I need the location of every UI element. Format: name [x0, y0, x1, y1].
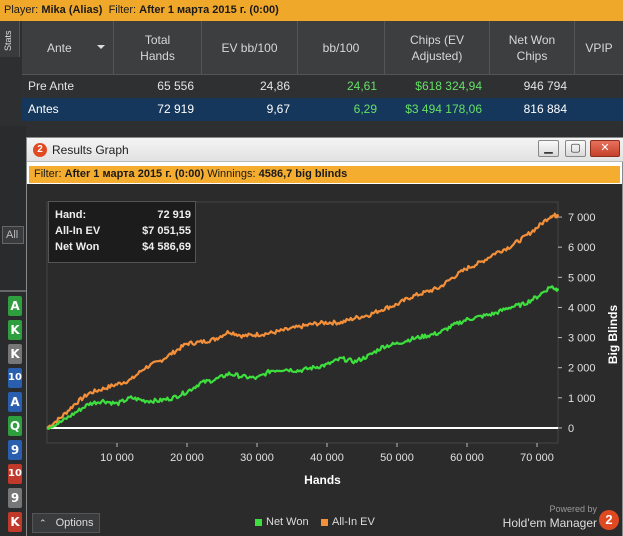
x-tick-label: 70 000 — [520, 452, 554, 464]
y-tick-label: 7 000 — [568, 212, 596, 224]
chevron-up-icon: ⌃ — [39, 518, 47, 528]
card-1: K — [8, 320, 22, 340]
player-label: Player: — [4, 4, 39, 16]
y-tick-label: 3 000 — [568, 333, 596, 345]
column-header-bb100[interactable]: bb/100 — [298, 21, 385, 74]
chevron-down-icon[interactable] — [97, 45, 105, 49]
series-end-point — [555, 288, 559, 292]
column-header-total-hands[interactable]: Total Hands — [114, 21, 202, 74]
net-won-value: $4 586,69 — [142, 241, 191, 253]
stats-tab-label: Stats — [3, 30, 13, 51]
x-tick-label: 40 000 — [310, 452, 344, 464]
options-label: Options — [55, 517, 94, 529]
brand-logo-icon: 2 — [599, 510, 619, 530]
table-cell: $3 494 178,06 — [405, 102, 482, 116]
legend-item-net-won[interactable]: Net Won — [255, 516, 309, 528]
y-tick-label: 0 — [568, 423, 574, 435]
card-3: 10 — [8, 368, 22, 388]
window-titlebar[interactable]: 2 Results Graph ▁ ▢ ✕ — [27, 138, 623, 162]
allin-ev-value: $7 051,55 — [142, 225, 191, 237]
info-box: Hand: 72 919 All-In EV $7 051,55 Net Won… — [48, 201, 196, 263]
card-9: K — [8, 512, 22, 532]
all-filter-box[interactable]: All — [2, 226, 24, 244]
table-cell: 946 794 — [523, 79, 567, 93]
net-won-label: Net Won — [55, 241, 100, 253]
stats-table: Ante Total Hands EV bb/100 bb/100 Chips … — [22, 21, 623, 121]
table-cell: 9,67 — [266, 102, 290, 116]
card-4: A — [8, 392, 22, 412]
column-header-ev-bb100[interactable]: EV bb/100 — [202, 21, 298, 74]
legend-item-all-in-ev[interactable]: All-In EV — [321, 516, 375, 528]
table-cell: 72 919 — [157, 102, 194, 116]
legend-swatch-all-in-ev — [321, 518, 328, 526]
table-cell: 24,86 — [259, 79, 290, 93]
filter-value[interactable]: After 1 марта 2015 г. (0:00) — [139, 4, 279, 16]
card-6: 9 — [8, 440, 22, 460]
results-chart: 0 1 000 2 000 3 000 4 000 5 000 6 000 7 000 10 0… — [46, 201, 620, 487]
divider — [0, 290, 26, 292]
results-graph-window: 2 Results Graph ▁ ▢ ✕ Filter: After 1 ма… — [26, 137, 623, 536]
x-tick-label: 20 000 — [170, 452, 204, 464]
series-line-all-in-ev — [46, 212, 559, 429]
minimize-button[interactable]: ▁ — [538, 140, 559, 157]
column-header-vpip[interactable]: VPIP — [585, 40, 613, 55]
maximize-button[interactable]: ▢ — [565, 140, 586, 157]
y-tick-label: 2 000 — [568, 363, 596, 375]
stats-table-header: Ante Total Hands EV bb/100 bb/100 Chips … — [22, 21, 623, 75]
y-tick-label: 5 000 — [568, 272, 596, 284]
window-filter-value[interactable]: After 1 марта 2015 г. (0:00) — [64, 168, 205, 180]
x-tick-label: 10 000 — [100, 452, 134, 464]
card-2: K — [8, 344, 22, 364]
winnings-value: 4586,7 big blinds — [258, 168, 348, 180]
window-title: Results Graph — [52, 143, 129, 157]
x-tick-label: 60 000 — [450, 452, 484, 464]
table-row-selected[interactable]: Antes 72 919 9,67 6,29 $3 494 178,06 816… — [22, 98, 623, 121]
x-tick-label: 50 000 — [380, 452, 414, 464]
table-cell: 816 884 — [523, 102, 567, 116]
y-axis-label: Big Blinds — [606, 305, 620, 365]
hand-value: 72 919 — [157, 209, 191, 221]
player-value[interactable]: Mika (Alias) — [41, 4, 103, 16]
column-header-chips-ev[interactable]: Chips (EV Adjusted) — [385, 21, 490, 74]
window-footer: ⌃ Options Net Won All-In EV Powered by H… — [27, 504, 622, 536]
filter-label: Filter: — [108, 4, 137, 16]
card-0: A — [8, 296, 22, 316]
table-cell: Antes — [28, 102, 59, 116]
column-header-ante[interactable]: Ante — [22, 21, 114, 74]
series-end-point — [555, 214, 559, 218]
y-tick-label: 6 000 — [568, 242, 596, 254]
x-axis-label: Hands — [304, 473, 341, 487]
table-cell: Pre Ante — [28, 79, 75, 93]
y-tick-label: 4 000 — [568, 302, 596, 314]
x-tick-label: 30 000 — [240, 452, 274, 464]
window-filter-bar: Filter: After 1 марта 2015 г. (0:00) Win… — [29, 166, 620, 183]
allin-ev-label: All-In EV — [55, 225, 101, 237]
table-cell: 65 556 — [157, 79, 194, 93]
powered-by-label: Powered by — [549, 504, 597, 514]
stats-side-tab[interactable]: Stats — [0, 21, 20, 57]
card-8: 9 — [8, 488, 22, 508]
series-line-net-won — [46, 285, 559, 430]
table-row[interactable]: Pre Ante 65 556 24,86 24,61 $618 324,94 … — [22, 75, 623, 98]
window-filter-label: Filter: — [34, 168, 62, 180]
table-cell: 24,61 — [346, 79, 377, 93]
table-cell: 6,29 — [353, 102, 377, 116]
card-5: Q — [8, 416, 22, 436]
y-tick-label: 1 000 — [568, 393, 596, 405]
app-logo-icon: 2 — [33, 143, 47, 157]
card-7: 10 — [8, 464, 22, 484]
results-graph[interactable]: 0 1 000 2 000 3 000 4 000 5 000 6 000 7 000 10 0… — [27, 184, 622, 510]
winnings-label: Winnings: — [207, 168, 256, 180]
brand-label: Hold'em Manager — [502, 516, 597, 530]
options-button[interactable]: ⌃ Options — [32, 513, 100, 533]
legend-swatch-net-won — [255, 518, 262, 526]
player-filter-bar: Player: Mika (Alias) Filter: After 1 мар… — [0, 0, 623, 21]
hand-label: Hand: — [55, 209, 87, 221]
column-header-net-won-chips[interactable]: Net Won Chips — [490, 21, 575, 74]
table-cell: $618 324,94 — [415, 79, 482, 93]
plot-area — [46, 201, 559, 444]
close-button[interactable]: ✕ — [590, 140, 620, 157]
